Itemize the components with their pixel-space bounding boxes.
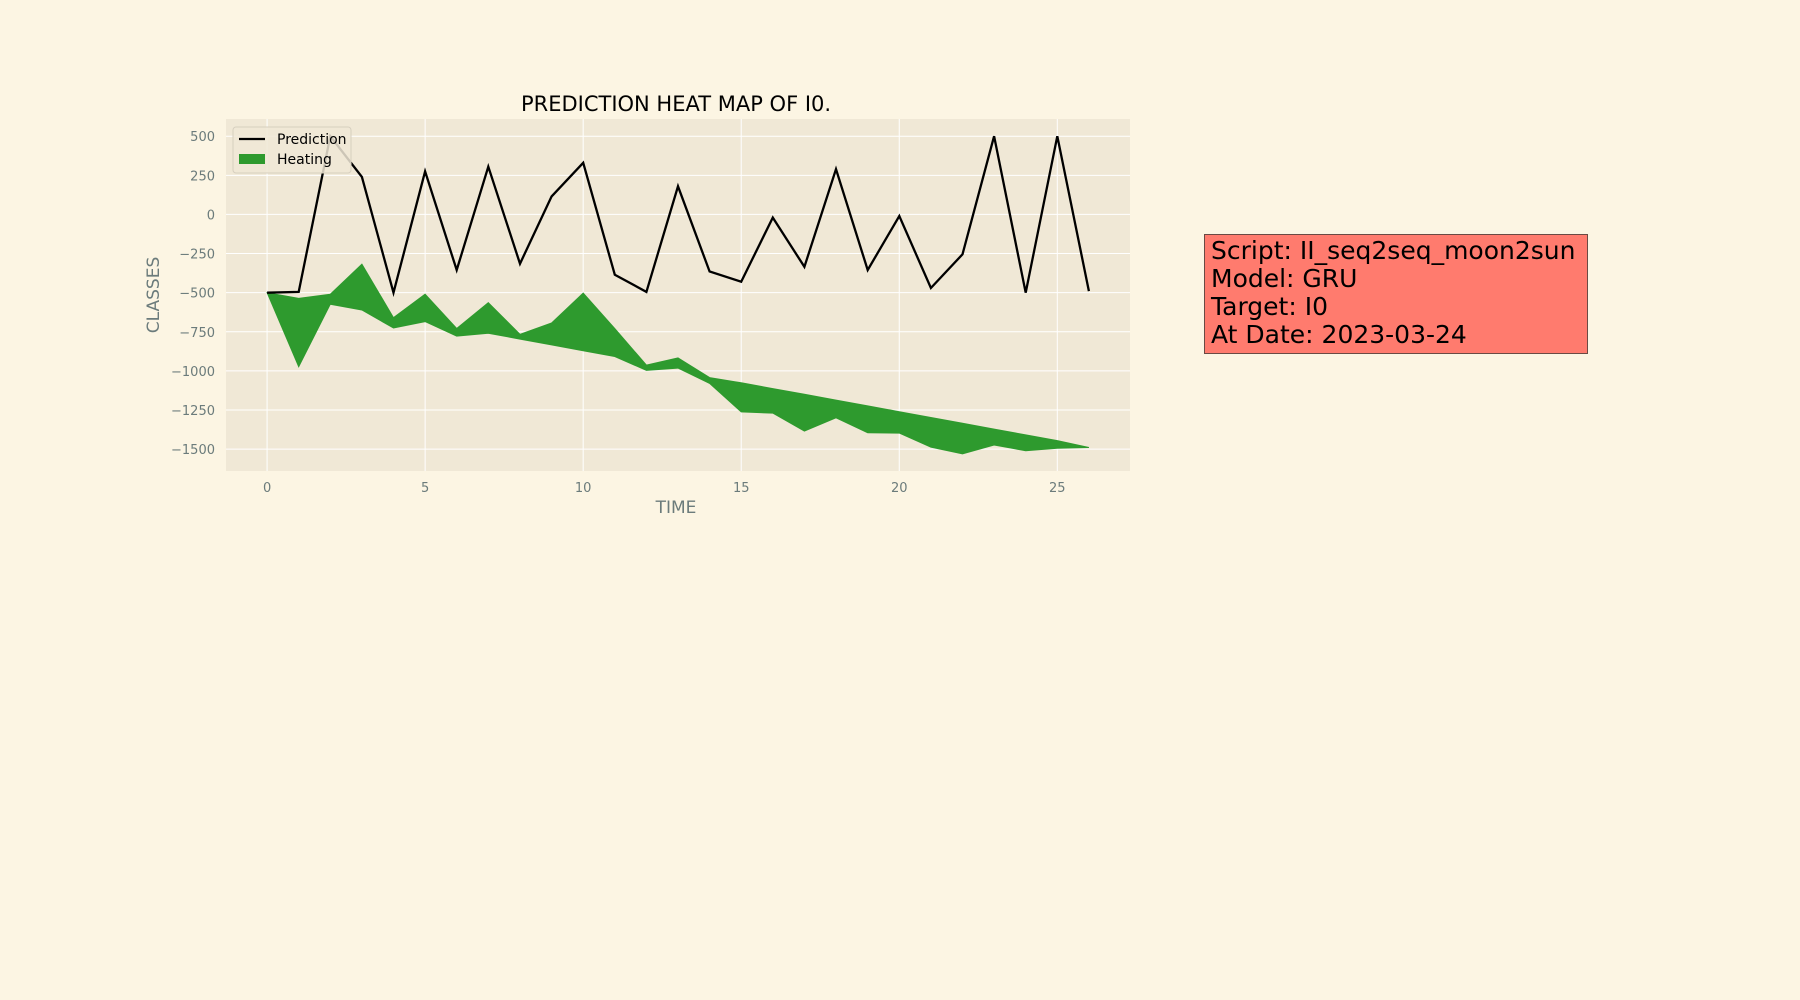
y-tick-label: −250 — [179, 248, 215, 263]
legend-heating-swatch — [239, 154, 265, 164]
y-tick-label: 500 — [190, 130, 215, 145]
x-ticks: 0 5 10 15 20 25 — [263, 481, 1066, 496]
info-script: Script: II_seq2seq_moon2sun — [1211, 236, 1576, 265]
info-model: Model: GRU — [1211, 264, 1358, 293]
y-tick-label: 0 — [207, 208, 215, 223]
y-tick-label: −500 — [179, 287, 215, 302]
y-axis-label: CLASSES — [144, 257, 164, 333]
heating-area — [266, 263, 1090, 455]
x-axis-label: TIME — [655, 498, 697, 518]
x-tick-label: 10 — [575, 481, 592, 496]
x-tick-label: 15 — [733, 481, 750, 496]
chart-title: PREDICTION HEAT MAP OF I0. — [521, 92, 831, 116]
x-tick-label: 0 — [263, 481, 271, 496]
y-tick-label: −1000 — [171, 365, 215, 380]
grid — [226, 119, 1130, 471]
y-tick-label: 250 — [190, 169, 215, 184]
y-tick-label: −1250 — [171, 404, 215, 419]
prediction-line-layer — [267, 133, 1091, 298]
x-tick-label: 20 — [891, 481, 908, 496]
info-date: At Date: 2023-03-24 — [1211, 320, 1467, 349]
legend-heating-label: Heating — [277, 152, 332, 168]
y-tick-label: −1500 — [171, 443, 215, 458]
legend-prediction-label: Prediction — [277, 132, 347, 148]
prediction-line — [267, 133, 1091, 298]
legend: Prediction Heating — [232, 126, 352, 174]
info-box: Script: II_seq2seq_moon2sun Model: GRU T… — [1204, 234, 1588, 354]
heating-area-layer — [266, 263, 1090, 455]
info-target: Target: I0 — [1211, 292, 1328, 321]
x-tick-label: 25 — [1049, 481, 1066, 496]
y-ticks: 500 250 0 −250 −500 −750 −1000 −1250 −1500 — [171, 130, 215, 458]
y-tick-label: −750 — [179, 326, 215, 341]
x-tick-label: 5 — [421, 481, 429, 496]
